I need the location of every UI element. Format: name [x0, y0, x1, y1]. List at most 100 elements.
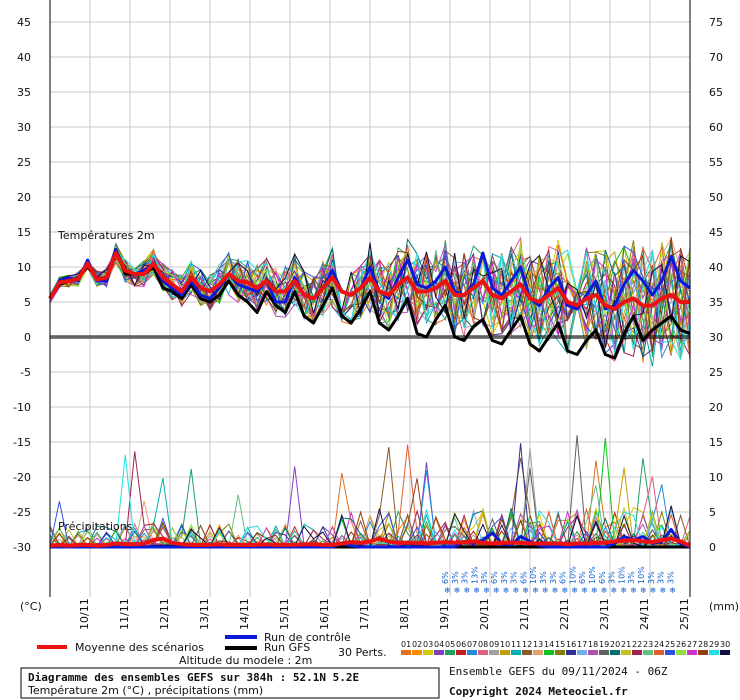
- snow-probability-label: 6%: [578, 571, 587, 584]
- left-tick-label: 25: [17, 156, 31, 169]
- date-label: 13/11: [198, 598, 211, 630]
- pert-color-swatch: [544, 650, 554, 655]
- left-tick-label: -10: [13, 401, 31, 414]
- pert-color-swatch: [588, 650, 598, 655]
- pert-color-swatch: [401, 650, 411, 655]
- pert-color-swatch: [665, 650, 675, 655]
- date-label: 23/11: [598, 598, 611, 630]
- perturbation-temp-line-22: [49, 245, 691, 357]
- pert-color-swatch: [698, 650, 708, 655]
- date-label: 18/11: [398, 598, 411, 630]
- diagram-subtitle: Température 2m (°C) , précipitations (mm…: [27, 684, 263, 697]
- snowflake-icon: ❄: [660, 586, 667, 595]
- left-tick-label: 5: [24, 296, 31, 309]
- pert-color-swatch: [511, 650, 521, 655]
- pert-color-swatch: [676, 650, 686, 655]
- perturbation-temp-line-29: [49, 249, 691, 361]
- snow-probability-label: 6%: [519, 571, 528, 584]
- copyright-label: Copyright 2024 Meteociel.fr: [449, 685, 628, 698]
- left-tick-label: -20: [13, 471, 31, 484]
- date-label: 20/11: [478, 598, 491, 630]
- pert-color-swatch: [599, 650, 609, 655]
- snow-probability-label: 3%: [608, 571, 617, 584]
- snowflake-icon: ❄: [483, 586, 490, 595]
- pert-number: 07: [467, 640, 477, 649]
- snow-probability-label: 6%: [559, 571, 568, 584]
- diagram-title: Diagramme des ensembles GEFS sur 384h : …: [28, 671, 359, 684]
- legend-perts-label: 30 Perts.: [338, 646, 387, 659]
- pert-color-swatch: [478, 650, 488, 655]
- right-tick-label: 5: [709, 506, 716, 519]
- left-tick-label: 45: [17, 16, 31, 29]
- date-label: 16/11: [318, 598, 331, 630]
- right-tick-label: 25: [709, 366, 723, 379]
- pert-number: 05: [445, 640, 455, 649]
- perturbation-temp-line-27: [49, 247, 691, 355]
- snow-probability-row: 6%❄3%❄3%❄13%❄3%❄6%❄3%❄3%❄6%❄10%❄3%❄3%❄6%…: [441, 566, 676, 595]
- pert-color-swatch: [577, 650, 587, 655]
- snowflake-icon: ❄: [552, 586, 559, 595]
- pert-number: 29: [709, 640, 719, 649]
- date-label: 19/11: [438, 598, 451, 630]
- pert-color-swatch: [654, 650, 664, 655]
- right-tick-label: 40: [709, 261, 723, 274]
- pert-number: 15: [555, 640, 565, 649]
- date-label: 15/11: [278, 598, 291, 630]
- right-tick-label: 20: [709, 401, 723, 414]
- pert-number: 12: [522, 640, 532, 649]
- snow-probability-label: 3%: [647, 571, 656, 584]
- snowflake-icon: ❄: [581, 586, 588, 595]
- pert-number: 25: [665, 640, 675, 649]
- left-tick-label: 35: [17, 86, 31, 99]
- right-tick-label: 15: [709, 436, 723, 449]
- pert-number: 21: [621, 640, 631, 649]
- pert-number: 30: [720, 640, 730, 649]
- pert-color-swatch: [687, 650, 697, 655]
- pert-number: 11: [511, 640, 521, 649]
- pert-color-swatch: [467, 650, 477, 655]
- pert-number: 03: [423, 640, 433, 649]
- snow-probability-label: 10%: [588, 566, 597, 584]
- pert-number: 19: [599, 640, 609, 649]
- right-tick-label: 35: [709, 296, 723, 309]
- left-tick-label: 20: [17, 191, 31, 204]
- date-label: 21/11: [518, 598, 531, 630]
- pert-color-swatch: [610, 650, 620, 655]
- pert-color-swatch: [555, 650, 565, 655]
- legend: Moyenne des scénarios Run de contrôle Ru…: [37, 631, 730, 667]
- pert-number: 17: [577, 640, 587, 649]
- left-axis-unit: (°C): [20, 600, 42, 613]
- pert-number: 08: [478, 640, 488, 649]
- snowflake-icon: ❄: [532, 586, 539, 595]
- left-tick-label: -30: [13, 541, 31, 554]
- pert-color-swatch: [434, 650, 444, 655]
- pert-number: 02: [412, 640, 422, 649]
- snowflake-icon: ❄: [601, 586, 608, 595]
- snowflake-icon: ❄: [473, 586, 480, 595]
- snow-probability-label: 3%: [500, 571, 509, 584]
- pert-number: 23: [643, 640, 653, 649]
- ensemble-run-label: Ensemble GEFS du 09/11/2024 - 06Z: [449, 665, 668, 678]
- right-tick-label: 65: [709, 86, 723, 99]
- snow-probability-label: 10%: [529, 566, 538, 584]
- left-tick-label: 0: [24, 331, 31, 344]
- precip-line-mean: [49, 536, 691, 548]
- info-box: [20, 667, 440, 699]
- axes: 454035302520151050-5-10-15-20-25-3075706…: [13, 0, 723, 630]
- snowflake-icon: ❄: [630, 586, 637, 595]
- snow-probability-label: 3%: [657, 571, 666, 584]
- date-label: 24/11: [638, 598, 651, 630]
- snow-probability-label: 3%: [510, 571, 519, 584]
- right-tick-label: 55: [709, 156, 723, 169]
- snowflake-icon: ❄: [503, 586, 510, 595]
- pert-color-swatch: [445, 650, 455, 655]
- snow-probability-label: 10%: [637, 566, 646, 584]
- main-series: [48, 248, 691, 549]
- legend-altitude-label: Altitude du modele : 2m: [179, 654, 312, 667]
- snowflake-icon: ❄: [444, 586, 451, 595]
- pert-color-swatch: [423, 650, 433, 655]
- snow-probability-label: 3%: [666, 571, 675, 584]
- left-tick-label: 30: [17, 121, 31, 134]
- snow-probability-label: 6%: [441, 571, 450, 584]
